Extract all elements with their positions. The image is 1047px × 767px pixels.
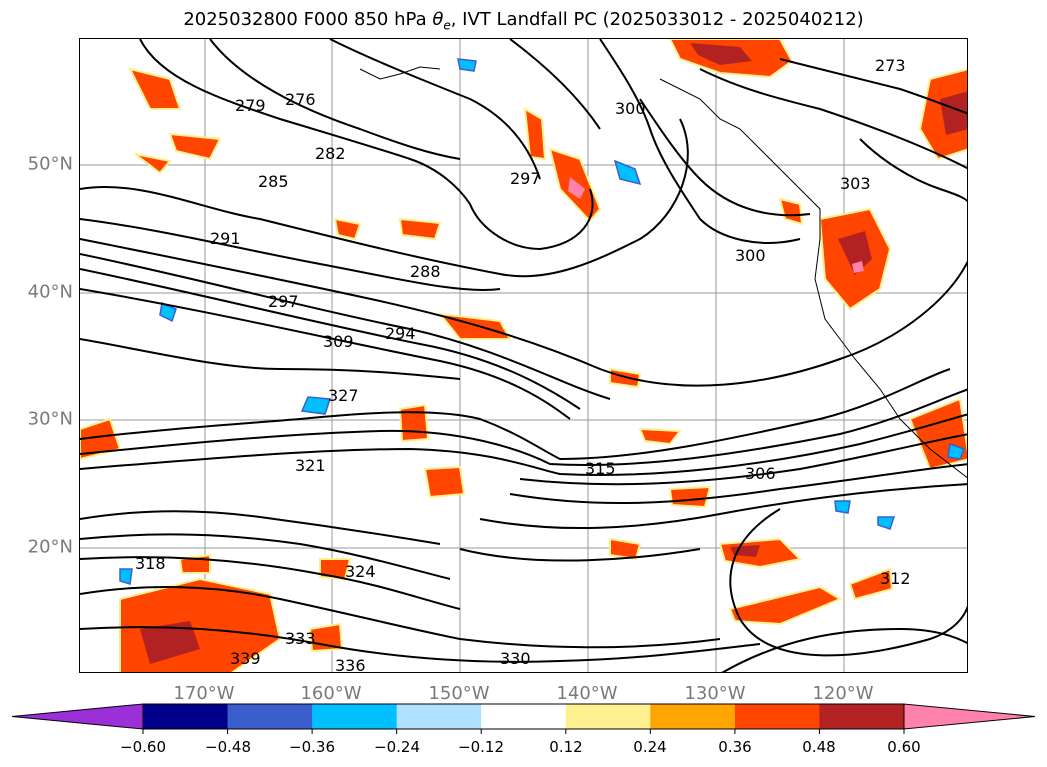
- colorbar-tick: 0.48: [802, 738, 836, 756]
- contour-label: 336: [335, 656, 366, 673]
- lon-label-170w: 170°W: [173, 683, 235, 704]
- map-title: 2025032800 F000 850 hPa θe, IVT Landfall…: [183, 9, 864, 33]
- contour-label: 309: [323, 332, 354, 351]
- colorbar-segments: [11, 703, 1036, 730]
- colorbar-segment: [481, 704, 567, 729]
- contour-label: 321: [295, 456, 326, 475]
- colorbar-extend-max: [903, 703, 1036, 730]
- colorbar-tick: −0.48: [205, 738, 251, 756]
- contour-label: 333: [285, 629, 316, 648]
- colorbar-segment: [312, 704, 398, 729]
- contour-label: 324: [345, 562, 376, 581]
- colorbar-tick: 0.36: [718, 738, 752, 756]
- colorbar-tick: −0.36: [289, 738, 335, 756]
- lon-label-120w: 120°W: [812, 683, 874, 704]
- contour-label: 282: [315, 144, 346, 163]
- colorbar-extend-min: [11, 703, 144, 730]
- contour-label: 285: [258, 172, 289, 191]
- contour-label: 330: [500, 649, 531, 668]
- lat-label-20n: 20°N: [27, 536, 73, 558]
- lat-label-50n: 50°N: [27, 153, 73, 175]
- map-canvas: 279 276 282 285 291 288 297 294 300 309 …: [80, 39, 967, 673]
- negative-shading: [119, 58, 965, 585]
- contour-labels: 279 276 282 285 291 288 297 294 300 309 …: [135, 56, 911, 673]
- lon-label-130w: 130°W: [684, 683, 746, 704]
- graticule: [80, 39, 967, 672]
- lon-label-140w: 140°W: [556, 683, 618, 704]
- colorbar-tick: 0.24: [633, 738, 667, 756]
- colorbar-tick: −0.12: [458, 738, 504, 756]
- contour-label: 303: [840, 174, 871, 193]
- contour-label: 297: [510, 169, 541, 188]
- contour-label: 306: [745, 464, 776, 483]
- colorbar-segment: [734, 704, 820, 729]
- contour-label: 300: [615, 99, 646, 118]
- contour-label: 288: [410, 262, 441, 281]
- colorbar-tick: 0.12: [549, 738, 583, 756]
- colorbar-segment: [819, 704, 905, 729]
- lon-label-150w: 150°W: [428, 683, 490, 704]
- colorbar-tick: 0.60: [887, 738, 921, 756]
- map-panel: 279 276 282 285 291 288 297 294 300 309 …: [79, 38, 968, 673]
- lat-label-30n: 30°N: [27, 408, 73, 430]
- contour-label: 279: [235, 96, 266, 115]
- colorbar-segment: [565, 704, 651, 729]
- colorbar-tick: −0.60: [120, 738, 166, 756]
- colorbar-segment: [650, 704, 736, 729]
- coastline: [359, 66, 967, 479]
- positive-shading: [80, 39, 967, 672]
- contour-label: 300: [735, 246, 766, 265]
- theta-e-contours: [80, 39, 967, 672]
- lon-label-160w: 160°W: [300, 683, 362, 704]
- contour-label: 273: [875, 56, 906, 75]
- lat-label-40n: 40°N: [27, 281, 73, 303]
- contour-label: 315: [585, 459, 616, 478]
- contour-label: 327: [328, 386, 359, 405]
- contour-label: 294: [385, 324, 416, 343]
- colorbar-segment: [396, 704, 482, 729]
- colorbar-tick: −0.24: [374, 738, 420, 756]
- colorbar-segment: [143, 704, 229, 729]
- contour-label: 297: [268, 292, 299, 311]
- contour-label: 318: [135, 554, 166, 573]
- colorbar: [11, 703, 1036, 734]
- contour-label: 291: [210, 229, 241, 248]
- colorbar-segment: [227, 704, 313, 729]
- contour-label: 339: [230, 649, 261, 668]
- contour-label: 312: [880, 569, 911, 588]
- contour-label: 276: [285, 90, 316, 109]
